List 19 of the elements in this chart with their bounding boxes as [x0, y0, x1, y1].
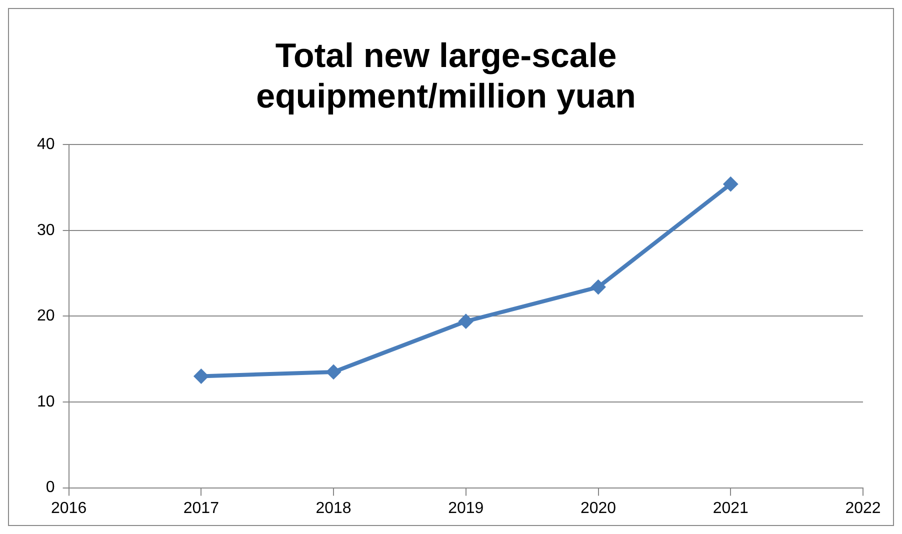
x-tick-label: 2020 — [580, 500, 616, 517]
point — [458, 314, 474, 329]
text: Total new large-scale — [275, 36, 617, 75]
y-tick-label: 20 — [37, 308, 55, 325]
y-tick-label: 0 — [46, 479, 55, 496]
point — [723, 176, 738, 192]
text: equipment/million yuan — [256, 78, 636, 116]
y-tick-label: 30 — [37, 222, 55, 239]
x-tick-label: 2016 — [51, 500, 87, 517]
x-tick-label: 2021 — [712, 500, 749, 517]
point — [326, 364, 342, 380]
y-tick-label: 40 — [37, 136, 55, 154]
x-tick-label: 2017 — [183, 500, 220, 517]
y-tick-label: 10 — [37, 393, 55, 410]
point — [194, 368, 209, 384]
point — [590, 280, 606, 295]
x-tick-label: 2022 — [845, 500, 881, 517]
x-tick-label: 2018 — [316, 500, 352, 517]
x-tick-label: 2019 — [448, 500, 484, 517]
